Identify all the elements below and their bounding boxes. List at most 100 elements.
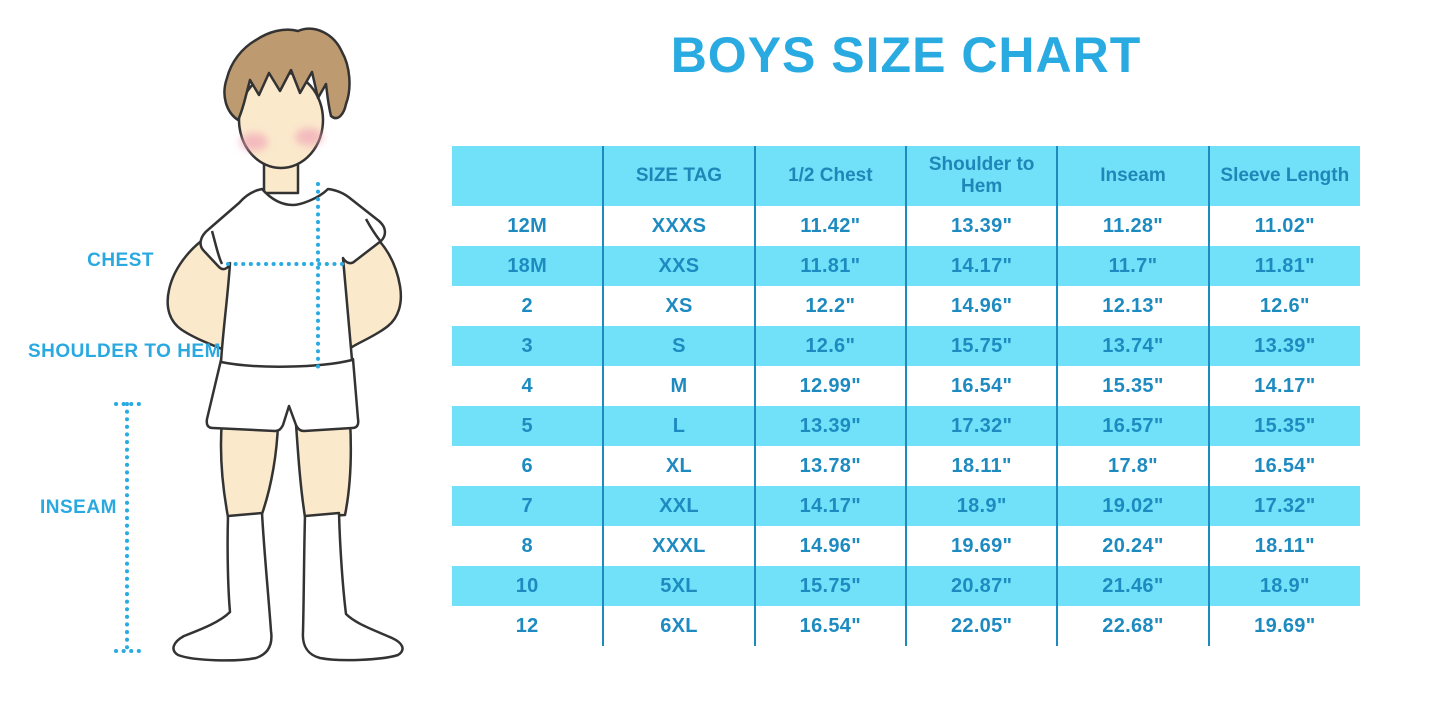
size-cell: 3 — [452, 326, 604, 366]
inseam-cell: 12.13" — [1056, 286, 1209, 326]
header-row: SIZE TAG 1/2 Chest Shoulder to Hem Insea… — [452, 146, 1360, 206]
table-row: 18M XXS 11.81" 14.17" 11.7" 11.81" — [452, 246, 1360, 286]
size-tag-cell: XXS — [602, 246, 755, 286]
inseam-cell: 16.57" — [1056, 406, 1209, 446]
boy-figure-illustration — [114, 27, 404, 662]
boy-left-sleeve-seam — [210, 230, 224, 265]
inseam-cell: 19.02" — [1056, 486, 1209, 526]
half-chest-cell: 12.99" — [753, 366, 906, 406]
shoulder-to-hem-label: SHOULDER TO HEM — [28, 341, 221, 362]
shoulder-to-hem-cell: 14.17" — [904, 246, 1058, 286]
half-chest-cell: 11.81" — [753, 246, 906, 286]
sleeve-length-cell: 11.02" — [1207, 206, 1360, 246]
table-row: 4 M 12.99" 16.54" 15.35" 14.17" — [452, 366, 1360, 406]
half-chest-cell: 11.42" — [753, 206, 906, 246]
header-cell-shoulder-to-hem: Shoulder to Hem — [904, 146, 1058, 206]
shoulder-to-hem-cell: 18.9" — [904, 486, 1058, 526]
size-cell: 2 — [452, 286, 604, 326]
sleeve-length-cell: 14.17" — [1207, 366, 1360, 406]
table-row: 5 L 13.39" 17.32" 16.57" 15.35" — [452, 406, 1360, 446]
shoulder-to-hem-cell: 22.05" — [904, 606, 1058, 646]
size-tag-cell: XXXS — [602, 206, 755, 246]
size-tag-cell: L — [602, 406, 755, 446]
size-tag-cell: M — [602, 366, 755, 406]
shoulder-to-hem-cell: 15.75" — [904, 326, 1058, 366]
inseam-cell: 20.24" — [1056, 526, 1209, 566]
half-chest-cell: 13.39" — [753, 406, 906, 446]
sleeve-length-cell: 18.9" — [1207, 566, 1360, 606]
table-row: 12M XXXS 11.42" 13.39" 11.28" 11.02" — [452, 206, 1360, 246]
inseam-measure-line — [114, 402, 142, 653]
shoulder-to-hem-cell: 17.32" — [904, 406, 1058, 446]
inseam-label: INSEAM — [40, 497, 117, 518]
header-cell-size-tag: SIZE TAG — [602, 146, 755, 206]
size-tag-cell: XXXL — [602, 526, 755, 566]
boy-right-sleeve-seam — [364, 218, 382, 243]
size-table-container: SIZE TAG 1/2 Chest Shoulder to Hem Insea… — [452, 146, 1360, 646]
half-chest-cell: 14.17" — [753, 486, 906, 526]
size-cell: 12 — [452, 606, 604, 646]
boy-left-blush — [240, 133, 268, 151]
boy-left-leg — [219, 418, 280, 519]
size-cell: 12M — [452, 206, 604, 246]
sleeve-length-cell: 18.11" — [1207, 526, 1360, 566]
sleeve-length-cell: 16.54" — [1207, 446, 1360, 486]
size-tag-cell: S — [602, 326, 755, 366]
half-chest-cell: 12.6" — [753, 326, 906, 366]
inseam-cell: 21.46" — [1056, 566, 1209, 606]
sleeve-length-cell: 12.6" — [1207, 286, 1360, 326]
size-cell: 10 — [452, 566, 604, 606]
header-cell-sleeve-length: Sleeve Length — [1207, 146, 1360, 206]
size-table: SIZE TAG 1/2 Chest Shoulder to Hem Insea… — [452, 146, 1360, 646]
size-cell: 4 — [452, 366, 604, 406]
inseam-cell: 13.74" — [1056, 326, 1209, 366]
boy-right-leg — [294, 418, 352, 519]
inseam-cell: 11.7" — [1056, 246, 1209, 286]
half-chest-cell: 13.78" — [753, 446, 906, 486]
shoulder-to-hem-cell: 20.87" — [904, 566, 1058, 606]
size-tag-cell: XS — [602, 286, 755, 326]
sleeve-length-cell: 17.32" — [1207, 486, 1360, 526]
size-cell: 18M — [452, 246, 604, 286]
size-table-body: 12M XXXS 11.42" 13.39" 11.28" 11.02" 18M XXS 11.… — [452, 206, 1360, 646]
shoulder-to-hem-cell: 16.54" — [904, 366, 1058, 406]
sleeve-length-cell: 11.81" — [1207, 246, 1360, 286]
table-row: 6 XL 13.78" 18.11" 17.8" 16.54" — [452, 446, 1360, 486]
chest-label: CHEST — [87, 250, 154, 271]
boy-hair — [223, 27, 351, 122]
shoulder-to-hem-cell: 14.96" — [904, 286, 1058, 326]
sleeve-length-cell: 19.69" — [1207, 606, 1360, 646]
table-row: 10 5XL 15.75" 20.87" 21.46" 18.9" — [452, 566, 1360, 606]
table-row: 12 6XL 16.54" 22.05" 22.68" 19.69" — [452, 606, 1360, 646]
inseam-cell: 11.28" — [1056, 206, 1209, 246]
boy-right-sock — [301, 511, 404, 662]
size-tag-cell: XL — [602, 446, 755, 486]
sleeve-length-cell: 13.39" — [1207, 326, 1360, 366]
inseam-cell: 22.68" — [1056, 606, 1209, 646]
table-row: 8 XXXL 14.96" 19.69" 20.24" 18.11" — [452, 526, 1360, 566]
header-cell-half-chest: 1/2 Chest — [753, 146, 906, 206]
size-cell: 7 — [452, 486, 604, 526]
header-cell-inseam: Inseam — [1056, 146, 1209, 206]
size-table-header: SIZE TAG 1/2 Chest Shoulder to Hem Insea… — [452, 146, 1360, 206]
table-row: 2 XS 12.2" 14.96" 12.13" 12.6" — [452, 286, 1360, 326]
table-row: 3 S 12.6" 15.75" 13.74" 13.39" — [452, 326, 1360, 366]
shoulder-to-hem-cell: 13.39" — [904, 206, 1058, 246]
inseam-cell: 15.35" — [1056, 366, 1209, 406]
size-cell: 6 — [452, 446, 604, 486]
size-cell: 8 — [452, 526, 604, 566]
half-chest-cell: 16.54" — [753, 606, 906, 646]
inseam-cell: 17.8" — [1056, 446, 1209, 486]
half-chest-cell: 12.2" — [753, 286, 906, 326]
size-tag-cell: 6XL — [602, 606, 755, 646]
boy-shirt — [199, 187, 387, 368]
page-title: BOYS SIZE CHART — [670, 27, 1142, 83]
table-row: 7 XXL 14.17" 18.9" 19.02" 17.32" — [452, 486, 1360, 526]
boy-right-blush — [295, 128, 323, 146]
header-cell-blank — [452, 146, 604, 206]
size-cell: 5 — [452, 406, 604, 446]
boy-shorts — [205, 357, 360, 433]
shoulder-to-hem-cell: 18.11" — [904, 446, 1058, 486]
size-tag-cell: XXL — [602, 486, 755, 526]
